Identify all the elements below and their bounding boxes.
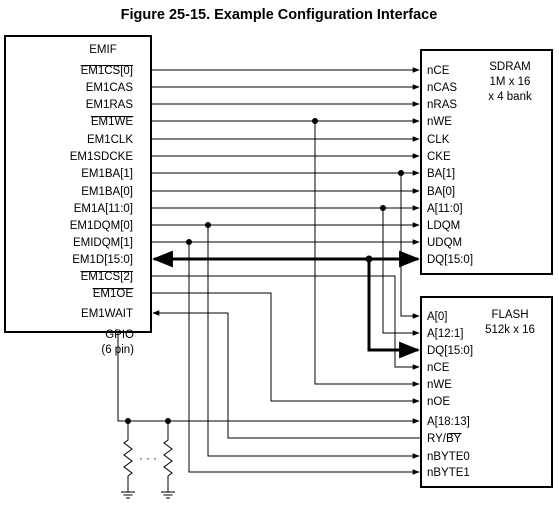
emif-signal-labels: EM1CS[0] EM1CAS EM1RAS EM1WE EM1CLK EM1SDCKE E… (70, 65, 134, 320)
flash-desc: 512k x 16 (485, 324, 535, 336)
emif-signal-8: EM1A[11:0] (74, 203, 133, 215)
emif-signal-5: EM1SDCKE (70, 151, 134, 163)
sdram-desc-1: 1M x 16 (490, 76, 531, 88)
emif-gpio-label: GPIO (105, 329, 134, 341)
resistor-ellipsis: · · · (139, 453, 157, 465)
emif-signal-10: EMIDQM[1] (73, 237, 133, 249)
emif-block (4, 35, 152, 333)
sdram-pin-7: BA[0] (427, 186, 455, 198)
flash-pin-7: RY/BY (427, 433, 462, 445)
sdram-desc-2: x 4 bank (488, 91, 532, 103)
emif-signal-2: EM1RAS (86, 99, 134, 111)
emif-signal-0: EM1CS[0] (81, 65, 133, 77)
emif-signal-6: EM1BA[1] (81, 168, 133, 180)
emif-signal-4: EM1CLK (87, 134, 133, 146)
connection-wires (117, 67, 421, 475)
flash-pin-labels: A[0] A[12:1] DQ[15:0] nCE nWE nOE A[18:13] RY/B… (427, 311, 473, 479)
emif-signal-12: EM1CS[2] (81, 271, 133, 283)
flash-pin-8: nBYTE0 (427, 451, 470, 463)
junction-dots (125, 118, 404, 424)
emif-signal-7: EM1BA[0] (81, 186, 133, 198)
flash-pin-4: nWE (427, 379, 452, 391)
emif-signal-13: EM1OE (93, 288, 134, 300)
flash-title: FLASH (491, 309, 528, 321)
sdram-pin-2: nRAS (427, 99, 457, 111)
flash-pin-6: A[18:13] (427, 416, 470, 428)
flash-pin-3: nCE (427, 362, 450, 374)
sdram-pin-8: A[11:0] (427, 203, 463, 215)
flash-pin-1: A[12:1] (427, 328, 463, 340)
sdram-pin-5: CKE (427, 151, 451, 163)
sdram-pin-11: DQ[15:0] (427, 254, 473, 266)
sdram-block (420, 49, 553, 275)
flash-pin-9: nBYTE1 (427, 467, 470, 479)
sdram-pin-0: nCE (427, 65, 450, 77)
figure-title: Figure 25-15. Example Configuration Inte… (121, 7, 438, 23)
flash-pin-0: A[0] (427, 311, 447, 323)
flash-pin-5: nOE (427, 396, 450, 408)
pulldown-resistors (121, 421, 175, 499)
emif-signal-1: EM1CAS (86, 82, 134, 94)
sdram-pin-3: nWE (427, 116, 452, 128)
sdram-pin-9: LDQM (427, 220, 460, 232)
sdram-pin-10: UDQM (427, 237, 462, 249)
flash-block (420, 296, 553, 488)
emif-signal-3: EM1WE (91, 116, 134, 128)
emif-signal-9: EM1DQM[0] (70, 220, 133, 232)
sdram-title: SDRAM (489, 61, 531, 73)
emif-signal-11: EM1D[15:0] (72, 254, 133, 266)
emif-title: EMIF (89, 44, 116, 56)
emif-signal-14: EM1WAIT (81, 308, 133, 320)
sdram-pin-4: CLK (427, 134, 450, 146)
sdram-pin-1: nCAS (427, 82, 457, 94)
sdram-pin-labels: nCE nCAS nRAS nWE CLK CKE BA[1] BA[0] A[11:0] LDQ… (427, 65, 473, 266)
flash-pin-2: DQ[15:0] (427, 345, 473, 357)
sdram-pin-6: BA[1] (427, 168, 455, 180)
